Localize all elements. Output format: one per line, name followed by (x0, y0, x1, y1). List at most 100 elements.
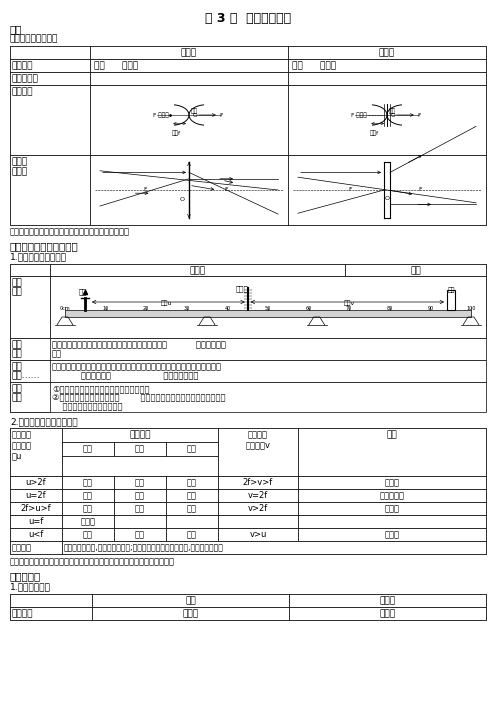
Bar (10, 382, 486, 412)
Text: 100: 100 (466, 306, 476, 311)
Bar (10, 476, 486, 489)
Bar (10, 276, 50, 338)
Text: 大小: 大小 (135, 444, 145, 453)
Bar (10, 264, 50, 276)
Text: 光心: 光心 (389, 108, 396, 114)
Bar (114, 489, 166, 502)
Bar (10, 155, 90, 225)
Bar (298, 528, 486, 541)
Bar (10, 607, 486, 620)
Bar (50, 264, 345, 276)
Bar (166, 442, 218, 456)
Bar (62, 442, 218, 456)
Text: 评估: 评估 (12, 362, 23, 371)
Bar (10, 72, 486, 85)
Text: 安装: 安装 (12, 340, 23, 349)
Bar (10, 155, 486, 225)
Text: ，这也说明了光路的可逆性: ，这也说明了光路的可逆性 (52, 402, 123, 411)
Text: 10: 10 (103, 306, 109, 311)
Text: 1.眼睛与照相机: 1.眼睛与照相机 (10, 582, 51, 591)
Text: F: F (144, 187, 147, 192)
Text: O: O (180, 197, 185, 202)
Text: v>2f: v>2f (248, 504, 268, 513)
Text: 凸透镜成像规律及其应用: 凸透镜成像规律及其应用 (10, 241, 79, 251)
Text: 物体到凸
透镜的距
离u: 物体到凸 透镜的距 离u (12, 430, 32, 461)
Bar (288, 85, 486, 155)
Text: 20: 20 (143, 306, 149, 311)
Bar (10, 428, 486, 476)
Text: u>2f: u>2f (26, 478, 46, 487)
Bar (114, 502, 166, 515)
Bar (218, 502, 298, 515)
Text: 60: 60 (306, 306, 311, 311)
Bar (62, 515, 114, 528)
Text: u<f: u<f (28, 530, 44, 539)
Text: 【提示】当没有给出凸透镜焦距时，可利用太阳光粗略测量凸透镜的焦距。: 【提示】当没有给出凸透镜焦距时，可利用太阳光粗略测量凸透镜的焦距。 (10, 557, 175, 566)
Text: 焦距f: 焦距f (172, 131, 181, 136)
Bar (218, 476, 298, 489)
Bar (289, 594, 486, 607)
Text: 蜡烛: 蜡烛 (79, 288, 87, 295)
Text: 1.探究凸透镜成像规律: 1.探究凸透镜成像规律 (10, 252, 67, 261)
Text: 中间      、边缘: 中间 、边缘 (94, 61, 138, 70)
Text: 照相机: 照相机 (379, 596, 396, 605)
Bar (10, 338, 486, 360)
Bar (114, 515, 166, 528)
Bar (288, 46, 486, 59)
Text: 应用: 应用 (386, 430, 397, 439)
Bar (10, 502, 486, 515)
Text: 、角膜: 、角膜 (183, 609, 198, 618)
Bar (114, 476, 166, 489)
Bar (62, 502, 114, 515)
Text: 像的性质: 像的性质 (129, 430, 151, 439)
Bar (10, 541, 486, 554)
Text: O: O (390, 113, 395, 119)
Text: F 实焦点: F 实焦点 (153, 112, 169, 118)
Bar (298, 489, 486, 502)
Text: 凹透镜: 凹透镜 (379, 48, 395, 57)
Text: 不成像: 不成像 (80, 517, 96, 526)
Bar (10, 489, 486, 502)
Bar (10, 541, 62, 554)
Text: 正立: 正立 (83, 530, 93, 539)
Text: 实像: 实像 (187, 478, 197, 487)
Text: 调节烛焰、凸透镜和光屏，使三者的中心大致在同一           ，使像成在光: 调节烛焰、凸透镜和光屏，使三者的中心大致在同一 ，使像成在光 (52, 340, 226, 349)
Bar (10, 360, 486, 382)
Bar (62, 442, 114, 456)
Text: 凸透镜: 凸透镜 (181, 48, 197, 57)
Text: 像到凸透
镜的距离v: 像到凸透 镜的距离v (246, 430, 270, 450)
Text: u=2f: u=2f (26, 491, 46, 500)
Bar (298, 502, 486, 515)
Text: 缩小: 缩小 (135, 478, 145, 487)
Text: 第 3 讲  透镜及其应用: 第 3 讲 透镜及其应用 (205, 12, 291, 25)
Text: F: F (225, 187, 228, 192)
Text: 屏的: 屏的 (52, 349, 62, 358)
Text: 70: 70 (346, 306, 352, 311)
Text: 巧记规律: 巧记规律 (12, 543, 32, 552)
Text: F: F (418, 187, 422, 192)
Text: 间接测焦距: 间接测焦距 (379, 491, 405, 500)
Bar (50, 276, 486, 338)
Bar (166, 489, 218, 502)
Text: 眼睛: 眼睛 (185, 596, 196, 605)
Bar (62, 528, 114, 541)
Text: 光屏: 光屏 (410, 266, 421, 275)
Bar (218, 528, 298, 541)
Text: 投影仪: 投影仪 (384, 504, 399, 513)
Bar (10, 528, 486, 541)
Bar (10, 59, 486, 72)
Text: 拓展: 拓展 (12, 393, 23, 402)
Bar (447, 290, 455, 310)
Bar (10, 46, 90, 59)
Text: 80: 80 (387, 306, 393, 311)
Text: 2f>u>f: 2f>u>f (21, 504, 51, 513)
Text: 细节: 细节 (12, 349, 23, 358)
Bar (345, 264, 486, 276)
Bar (10, 85, 486, 155)
Text: 虚实: 虚实 (187, 444, 197, 453)
Bar (10, 528, 62, 541)
Bar (288, 72, 486, 85)
Bar (65, 310, 471, 317)
Text: 透镜: 透镜 (10, 24, 22, 34)
Bar (298, 476, 486, 489)
